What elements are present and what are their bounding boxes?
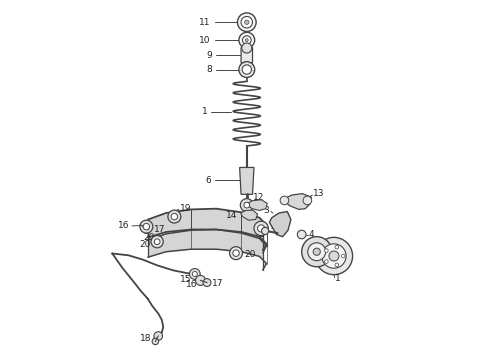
Circle shape	[140, 220, 153, 233]
Circle shape	[171, 213, 177, 220]
FancyBboxPatch shape	[241, 47, 252, 63]
Text: 20: 20	[140, 240, 151, 249]
Text: 2: 2	[313, 258, 318, 267]
Polygon shape	[240, 167, 254, 194]
Text: 10: 10	[199, 36, 211, 45]
Circle shape	[245, 39, 248, 41]
Circle shape	[240, 199, 253, 212]
Circle shape	[192, 271, 197, 276]
Circle shape	[241, 17, 252, 28]
Circle shape	[168, 210, 181, 223]
Circle shape	[254, 221, 269, 235]
Circle shape	[143, 224, 149, 230]
Circle shape	[239, 62, 255, 77]
Circle shape	[280, 196, 289, 205]
Text: 14: 14	[226, 211, 238, 220]
Text: 6: 6	[205, 176, 211, 185]
Circle shape	[242, 65, 251, 74]
Text: 3: 3	[264, 206, 270, 215]
Circle shape	[242, 43, 252, 53]
Circle shape	[297, 230, 306, 239]
Text: 17: 17	[212, 279, 223, 288]
Circle shape	[190, 269, 200, 279]
Circle shape	[233, 250, 239, 256]
Circle shape	[324, 260, 328, 263]
Text: 1: 1	[201, 107, 207, 116]
Circle shape	[329, 251, 339, 261]
Circle shape	[302, 237, 332, 267]
Circle shape	[203, 279, 211, 287]
Polygon shape	[283, 194, 311, 210]
Text: 16: 16	[186, 280, 197, 289]
Text: 1: 1	[335, 274, 341, 283]
Circle shape	[243, 36, 251, 44]
Circle shape	[258, 225, 265, 232]
Text: 5: 5	[258, 230, 264, 239]
Text: 12: 12	[253, 193, 264, 202]
Circle shape	[238, 13, 256, 32]
Circle shape	[303, 196, 312, 205]
Circle shape	[239, 32, 255, 48]
Text: 18: 18	[140, 334, 152, 343]
Text: 13: 13	[313, 189, 325, 198]
Circle shape	[152, 338, 159, 345]
Text: 17: 17	[153, 225, 165, 234]
Text: 15: 15	[180, 275, 192, 284]
Text: 20: 20	[270, 222, 281, 231]
Circle shape	[308, 243, 326, 261]
Text: 9: 9	[206, 51, 212, 60]
Circle shape	[154, 332, 163, 340]
Circle shape	[262, 227, 269, 234]
Circle shape	[313, 248, 320, 255]
Circle shape	[322, 244, 346, 268]
Polygon shape	[148, 209, 267, 250]
Circle shape	[154, 239, 160, 244]
Text: 4: 4	[309, 230, 315, 239]
Polygon shape	[148, 229, 267, 270]
Text: 8: 8	[206, 65, 212, 74]
Polygon shape	[246, 200, 267, 211]
Polygon shape	[270, 212, 291, 237]
Text: 11: 11	[199, 18, 211, 27]
Circle shape	[244, 202, 250, 208]
Circle shape	[335, 263, 339, 267]
Circle shape	[324, 249, 328, 252]
Circle shape	[315, 237, 353, 275]
Circle shape	[245, 20, 249, 24]
Circle shape	[151, 235, 163, 248]
Circle shape	[342, 254, 345, 258]
Text: 19: 19	[180, 204, 191, 213]
Text: 20: 20	[143, 233, 155, 242]
Text: 16: 16	[118, 221, 129, 230]
Circle shape	[230, 247, 243, 260]
Text: 20: 20	[245, 250, 256, 259]
Polygon shape	[241, 210, 258, 220]
Circle shape	[335, 246, 339, 249]
Circle shape	[196, 275, 205, 285]
